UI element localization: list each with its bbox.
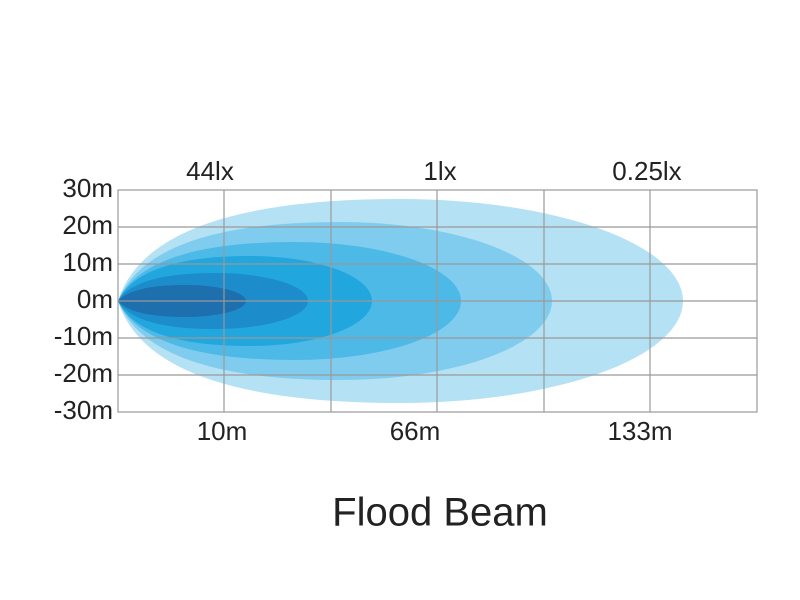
y-label: 30m [62,173,113,203]
y-label: 20m [62,210,113,240]
title: Flood Beam [332,491,548,535]
y-label: -20m [54,358,113,388]
y-labels: 30m 20m 10m 0m -10m -20m -30m [54,173,113,425]
grid [117,189,758,413]
lux-label: 44lx [186,156,234,186]
y-label: 10m [62,247,113,277]
y-label: -10m [54,321,113,351]
distance-label: 10m [197,416,248,446]
y-label: 0m [77,284,113,314]
lux-label: 1lx [423,156,456,186]
y-label: -30m [54,395,113,425]
distance-label: 66m [390,416,441,446]
lux-label: 0.25lx [612,156,681,186]
distance-label: 133m [607,416,672,446]
